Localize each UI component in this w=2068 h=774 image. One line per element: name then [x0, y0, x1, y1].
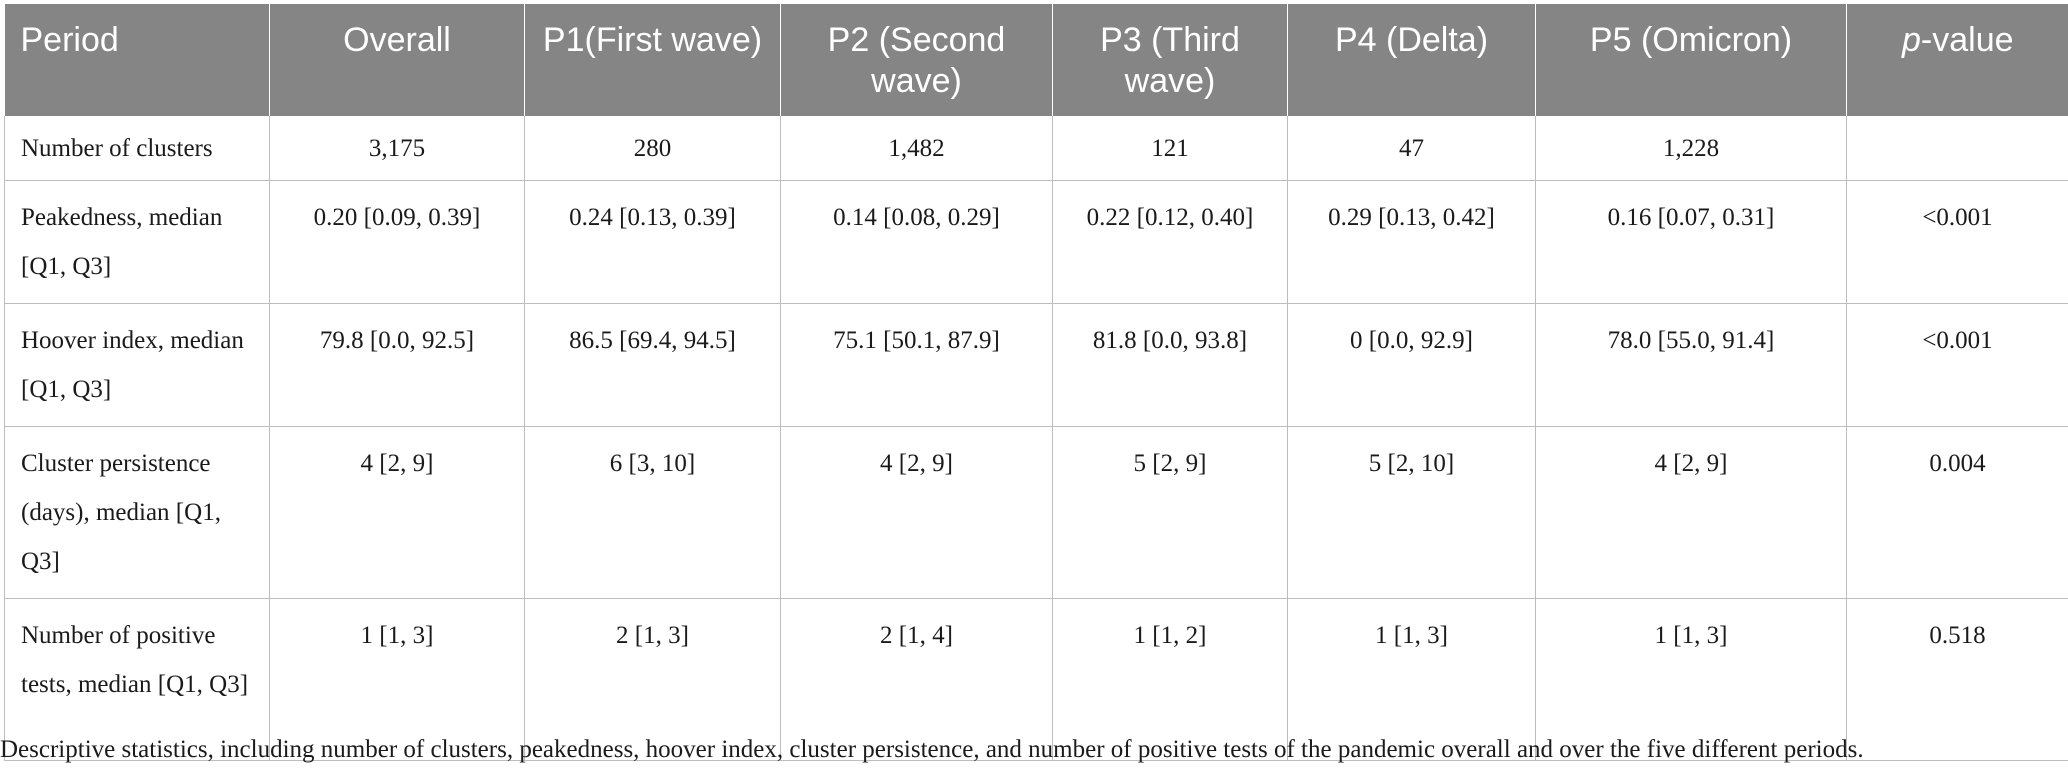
table-row: Number of clusters 3,175 280 1,482 121 4…: [4, 116, 2068, 181]
table-cell: 2 [1, 4]: [780, 598, 1053, 761]
table-cell: 3,175: [269, 116, 525, 181]
row-label: Peakedness, median [Q1, Q3]: [4, 180, 270, 304]
header-p3: P3 (Third wave): [1052, 4, 1288, 116]
table-cell: 0.14 [0.08, 0.29]: [780, 180, 1053, 304]
table-cell: <0.001: [1846, 303, 2068, 427]
table-cell: <0.001: [1846, 180, 2068, 304]
table-cell: 0 [0.0, 92.9]: [1287, 303, 1536, 427]
table-cell: 1,228: [1535, 116, 1847, 181]
table-cell: 0.518: [1846, 598, 2068, 761]
table-cell: 4 [2, 9]: [780, 426, 1053, 599]
table-caption: Descriptive statistics, including number…: [0, 736, 1864, 763]
row-label: Number of positive tests, median [Q1, Q3…: [4, 598, 270, 761]
table-cell: 78.0 [55.0, 91.4]: [1535, 303, 1847, 427]
header-period: Period: [4, 4, 270, 116]
table-cell: 47: [1287, 116, 1536, 181]
header-p5: P5 (Omicron): [1535, 4, 1847, 116]
p-italic: p: [1901, 21, 1921, 59]
table-cell: 5 [2, 9]: [1052, 426, 1288, 599]
header-overall: Overall: [269, 4, 525, 116]
table-cell: 2 [1, 3]: [524, 598, 781, 761]
table-cell: 0.22 [0.12, 0.40]: [1052, 180, 1288, 304]
table-cell: 0.24 [0.13, 0.39]: [524, 180, 781, 304]
table-cell: 75.1 [50.1, 87.9]: [780, 303, 1053, 427]
table-cell: 0.29 [0.13, 0.42]: [1287, 180, 1536, 304]
table-row: Peakedness, median [Q1, Q3] 0.20 [0.09, …: [4, 180, 2068, 304]
table-cell: [1846, 116, 2068, 181]
header-row: Period Overall P1(First wave) P2 (Second…: [4, 4, 2068, 116]
table-cell: 4 [2, 9]: [269, 426, 525, 599]
row-label: Cluster persistence (days), median [Q1, …: [4, 426, 270, 599]
table-row: Cluster persistence (days), median [Q1, …: [4, 426, 2068, 599]
table-row: Hoover index, median [Q1, Q3] 79.8 [0.0,…: [4, 303, 2068, 427]
table-cell: 81.8 [0.0, 93.8]: [1052, 303, 1288, 427]
p-value-suffix: -value: [1920, 21, 2014, 59]
row-label: Number of clusters: [4, 116, 270, 181]
table-row: Number of positive tests, median [Q1, Q3…: [4, 598, 2068, 761]
table-cell: 1 [1, 3]: [1535, 598, 1847, 761]
table-cell: 1 [1, 3]: [1287, 598, 1536, 761]
table-cell: 1,482: [780, 116, 1053, 181]
table-cell: 121: [1052, 116, 1288, 181]
header-p-value: p-value: [1846, 4, 2068, 116]
descriptive-statistics-table: Period Overall P1(First wave) P2 (Second…: [4, 4, 2068, 761]
table-cell: 79.8 [0.0, 92.5]: [269, 303, 525, 427]
table-cell: 6 [3, 10]: [524, 426, 781, 599]
table-cell: 0.16 [0.07, 0.31]: [1535, 180, 1847, 304]
table-cell: 0.004: [1846, 426, 2068, 599]
table-cell: 1 [1, 3]: [269, 598, 525, 761]
table-cell: 0.20 [0.09, 0.39]: [269, 180, 525, 304]
table-cell: 280: [524, 116, 781, 181]
table-cell: 4 [2, 9]: [1535, 426, 1847, 599]
row-label: Hoover index, median [Q1, Q3]: [4, 303, 270, 427]
table-cell: 5 [2, 10]: [1287, 426, 1536, 599]
header-p2: P2 (Second wave): [780, 4, 1053, 116]
header-p4: P4 (Delta): [1287, 4, 1536, 116]
table-cell: 86.5 [69.4, 94.5]: [524, 303, 781, 427]
header-p1: P1(First wave): [524, 4, 781, 116]
